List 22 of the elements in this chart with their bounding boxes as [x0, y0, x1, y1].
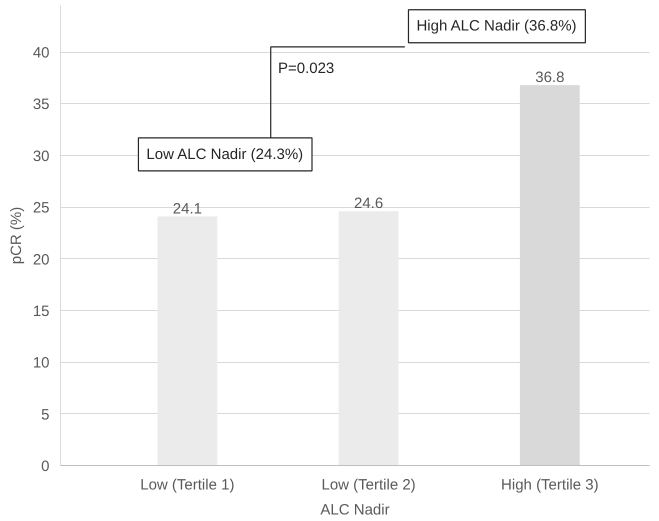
annotation: High ALC Nadir (36.8%) — [416, 18, 577, 35]
y-tick-label: 15 — [32, 302, 50, 320]
y-tick-label: 10 — [32, 354, 50, 372]
y-axis-title: pCR (%) — [8, 206, 25, 264]
x-tick-label: Low (Tertile 1) — [140, 476, 234, 494]
y-tick-label: 25 — [32, 200, 50, 217]
data-label: 24.6 — [354, 195, 384, 212]
annotation: Low ALC Nadir (24.3%) — [146, 146, 304, 163]
annotation: P=0.023 — [278, 60, 334, 77]
y-tick-label: 40 — [32, 44, 50, 62]
y-tick-label: 20 — [32, 251, 50, 268]
y-tick-label: 35 — [32, 96, 50, 114]
y-tick-label: 0 — [41, 458, 50, 475]
data-label: 24.1 — [172, 200, 202, 218]
data-label: 36.8 — [535, 69, 564, 86]
bar — [338, 211, 398, 466]
y-tick-label: 5 — [41, 406, 50, 424]
y-tick-label: 30 — [32, 148, 50, 165]
x-tick-label: Low (Tertile 2) — [321, 476, 416, 494]
x-axis-title: ALC Nadir — [320, 502, 390, 518]
x-tick-label: High (Tertile 3) — [501, 476, 599, 494]
bar — [157, 216, 218, 466]
